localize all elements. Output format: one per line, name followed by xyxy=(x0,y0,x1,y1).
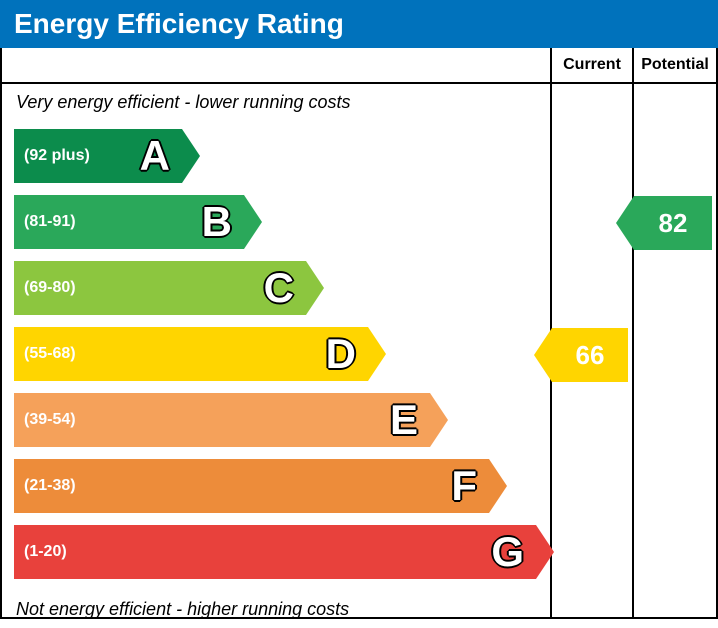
band-arrow-d xyxy=(368,327,386,381)
band-row-f: (21-38) F xyxy=(14,455,550,517)
band-bar-d: (55-68) D xyxy=(14,327,368,381)
band-row-d: (55-68) D xyxy=(14,323,550,385)
current-pointer: 66 xyxy=(552,328,628,382)
band-letter-e: E xyxy=(390,396,418,444)
chart-area: Very energy efficient - lower running co… xyxy=(2,48,552,617)
potential-pointer-body: 82 xyxy=(634,196,712,250)
band-bar-c: (69-80) C xyxy=(14,261,306,315)
band-range-g: (1-20) xyxy=(14,543,67,561)
band-bar-f: (21-38) F xyxy=(14,459,489,513)
band-range-f: (21-38) xyxy=(14,477,76,495)
bands-container: (92 plus) A (81-91) B (69-80) C (55-68) D (39-54… xyxy=(2,121,550,591)
current-body: 66 xyxy=(552,84,632,617)
epc-chart: Energy Efficiency Rating Very energy eff… xyxy=(0,0,718,619)
chart-header-spacer xyxy=(2,48,550,84)
band-bar-b: (81-91) B xyxy=(14,195,244,249)
band-range-a: (92 plus) xyxy=(14,147,90,165)
current-pointer-body: 66 xyxy=(552,328,628,382)
band-bar-a: (92 plus) A xyxy=(14,129,182,183)
top-efficiency-label: Very energy efficient - lower running co… xyxy=(2,84,550,121)
band-arrow-e xyxy=(430,393,448,447)
band-row-g: (1-20) G xyxy=(14,521,550,583)
current-pointer-notch xyxy=(534,328,552,382)
band-row-b: (81-91) B xyxy=(14,191,550,253)
potential-pointer: 82 xyxy=(634,196,712,250)
band-range-b: (81-91) xyxy=(14,213,76,231)
band-letter-b: B xyxy=(202,198,232,246)
band-bar-e: (39-54) E xyxy=(14,393,430,447)
band-arrow-c xyxy=(306,261,324,315)
band-letter-a: A xyxy=(140,132,170,180)
title-text: Energy Efficiency Rating xyxy=(14,8,344,39)
potential-body: 82 xyxy=(634,84,716,617)
current-column: Current 66 xyxy=(552,48,634,617)
main-area: Very energy efficient - lower running co… xyxy=(0,48,718,619)
band-range-c: (69-80) xyxy=(14,279,76,297)
band-letter-g: G xyxy=(491,528,524,576)
band-row-e: (39-54) E xyxy=(14,389,550,451)
band-range-d: (55-68) xyxy=(14,345,76,363)
bottom-efficiency-label: Not energy efficient - higher running co… xyxy=(2,591,550,628)
potential-pointer-notch xyxy=(616,196,634,250)
band-bar-g: (1-20) G xyxy=(14,525,536,579)
current-header: Current xyxy=(552,48,632,84)
band-row-a: (92 plus) A xyxy=(14,125,550,187)
band-range-e: (39-54) xyxy=(14,411,76,429)
title-bar: Energy Efficiency Rating xyxy=(0,0,718,48)
band-letter-f: F xyxy=(451,462,477,510)
band-row-c: (69-80) C xyxy=(14,257,550,319)
band-arrow-b xyxy=(244,195,262,249)
band-letter-d: D xyxy=(326,330,356,378)
band-arrow-f xyxy=(489,459,507,513)
band-letter-c: C xyxy=(264,264,294,312)
potential-header: Potential xyxy=(634,48,716,84)
band-arrow-a xyxy=(182,129,200,183)
potential-column: Potential 82 xyxy=(634,48,716,617)
